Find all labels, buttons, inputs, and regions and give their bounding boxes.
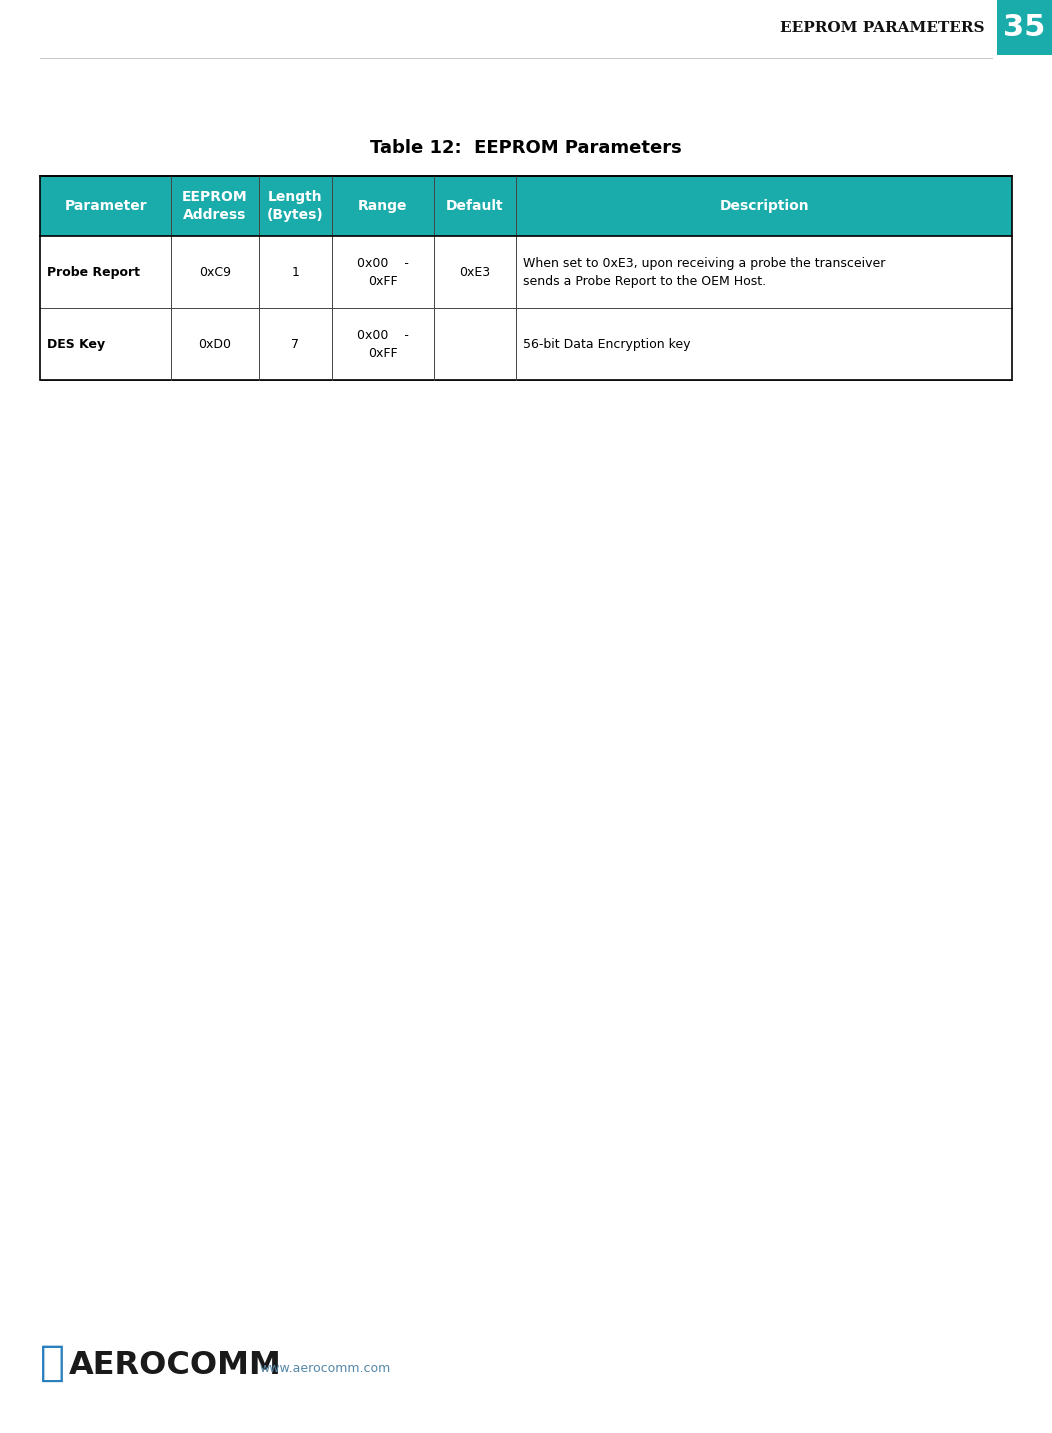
Text: Default: Default xyxy=(446,199,504,214)
Text: 0xC9: 0xC9 xyxy=(199,265,231,278)
Text: 56-bit Data Encryption key: 56-bit Data Encryption key xyxy=(523,338,691,351)
Text: EEPROM PARAMETERS: EEPROM PARAMETERS xyxy=(781,20,985,34)
Text: Table 12:  EEPROM Parameters: Table 12: EEPROM Parameters xyxy=(370,139,682,158)
Text: 0x00    -
0xFF: 0x00 - 0xFF xyxy=(357,257,408,288)
Text: 1: 1 xyxy=(291,265,299,278)
Text: EEPROM
Address: EEPROM Address xyxy=(182,191,248,222)
Text: When set to 0xE3, upon receiving a probe the transceiver
sends a Probe Report to: When set to 0xE3, upon receiving a probe… xyxy=(523,257,886,288)
Text: www.aerocomm.com: www.aerocomm.com xyxy=(260,1363,390,1376)
Bar xyxy=(40,176,1012,236)
Text: Parameter: Parameter xyxy=(64,199,147,214)
Text: DES Key: DES Key xyxy=(47,338,105,351)
Text: 0xE3: 0xE3 xyxy=(460,265,490,278)
Bar xyxy=(40,236,1012,308)
Text: 》: 》 xyxy=(40,1341,64,1384)
Text: 35: 35 xyxy=(1004,13,1046,42)
Bar xyxy=(997,0,1052,54)
Text: Description: Description xyxy=(720,199,809,214)
Text: Probe Report: Probe Report xyxy=(47,265,140,278)
Text: AEROCOMM: AEROCOMM xyxy=(68,1350,282,1380)
Text: Length
(Bytes): Length (Bytes) xyxy=(267,191,324,222)
Text: 0x00    -
0xFF: 0x00 - 0xFF xyxy=(357,328,408,360)
Text: Range: Range xyxy=(358,199,407,214)
Text: 0xD0: 0xD0 xyxy=(199,338,231,351)
Bar xyxy=(40,308,1012,380)
Bar xyxy=(40,176,1012,380)
Text: 7: 7 xyxy=(291,338,299,351)
